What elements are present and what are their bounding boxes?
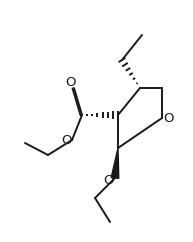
Text: O: O xyxy=(103,174,113,187)
Polygon shape xyxy=(111,148,119,178)
Text: O: O xyxy=(66,76,76,89)
Text: O: O xyxy=(61,135,71,148)
Text: O: O xyxy=(164,112,174,124)
